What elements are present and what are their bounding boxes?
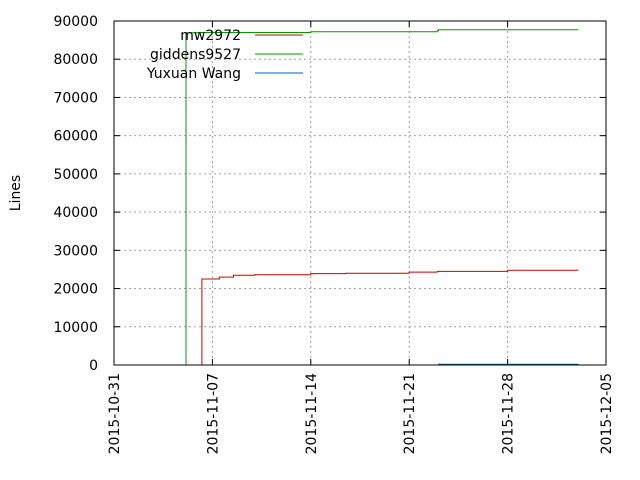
legend: mw2972 giddens9527 Yuxuan Wang — [146, 28, 303, 82]
y-tick-label: 40000 — [53, 205, 98, 221]
y-tick-label: 20000 — [53, 282, 98, 298]
y-axis-label: Lines — [8, 175, 24, 211]
y-tick-label: 10000 — [53, 320, 98, 336]
legend-label: giddens9527 — [150, 47, 241, 63]
legend-label: Yuxuan Wang — [146, 66, 241, 82]
grid-lines — [114, 21, 606, 365]
y-tick-label: 30000 — [53, 243, 98, 259]
y-tick-label: 90000 — [53, 14, 98, 30]
y-tick-label: 70000 — [53, 90, 98, 106]
y-axis: 0 10000 20000 30000 40000 50000 60000 70000 8000… — [53, 14, 606, 374]
x-tick-label: 2015-11-28 — [501, 373, 517, 454]
x-tick-label: 2015-11-14 — [304, 373, 320, 454]
y-tick-label: 60000 — [53, 129, 98, 145]
legend-label: mw2972 — [180, 28, 241, 44]
plot-area-frame — [113, 20, 607, 366]
x-tick-label: 2015-11-07 — [205, 373, 221, 454]
series-line-mw2972 — [191, 269, 579, 366]
series-lines — [184, 29, 579, 366]
series-line-giddens9527 — [184, 29, 579, 366]
x-tick-label: 2015-12-05 — [599, 373, 615, 454]
x-tick-label: 2015-10-31 — [107, 373, 123, 454]
y-tick-label: 80000 — [53, 52, 98, 68]
y-tick-label: 50000 — [53, 167, 98, 183]
x-tick-label: 2015-11-21 — [402, 373, 418, 454]
y-tick-label: 0 — [89, 358, 98, 374]
x-axis: 2015-10-31 2015-11-07 2015-11-14 2015-11-21… — [107, 21, 615, 454]
